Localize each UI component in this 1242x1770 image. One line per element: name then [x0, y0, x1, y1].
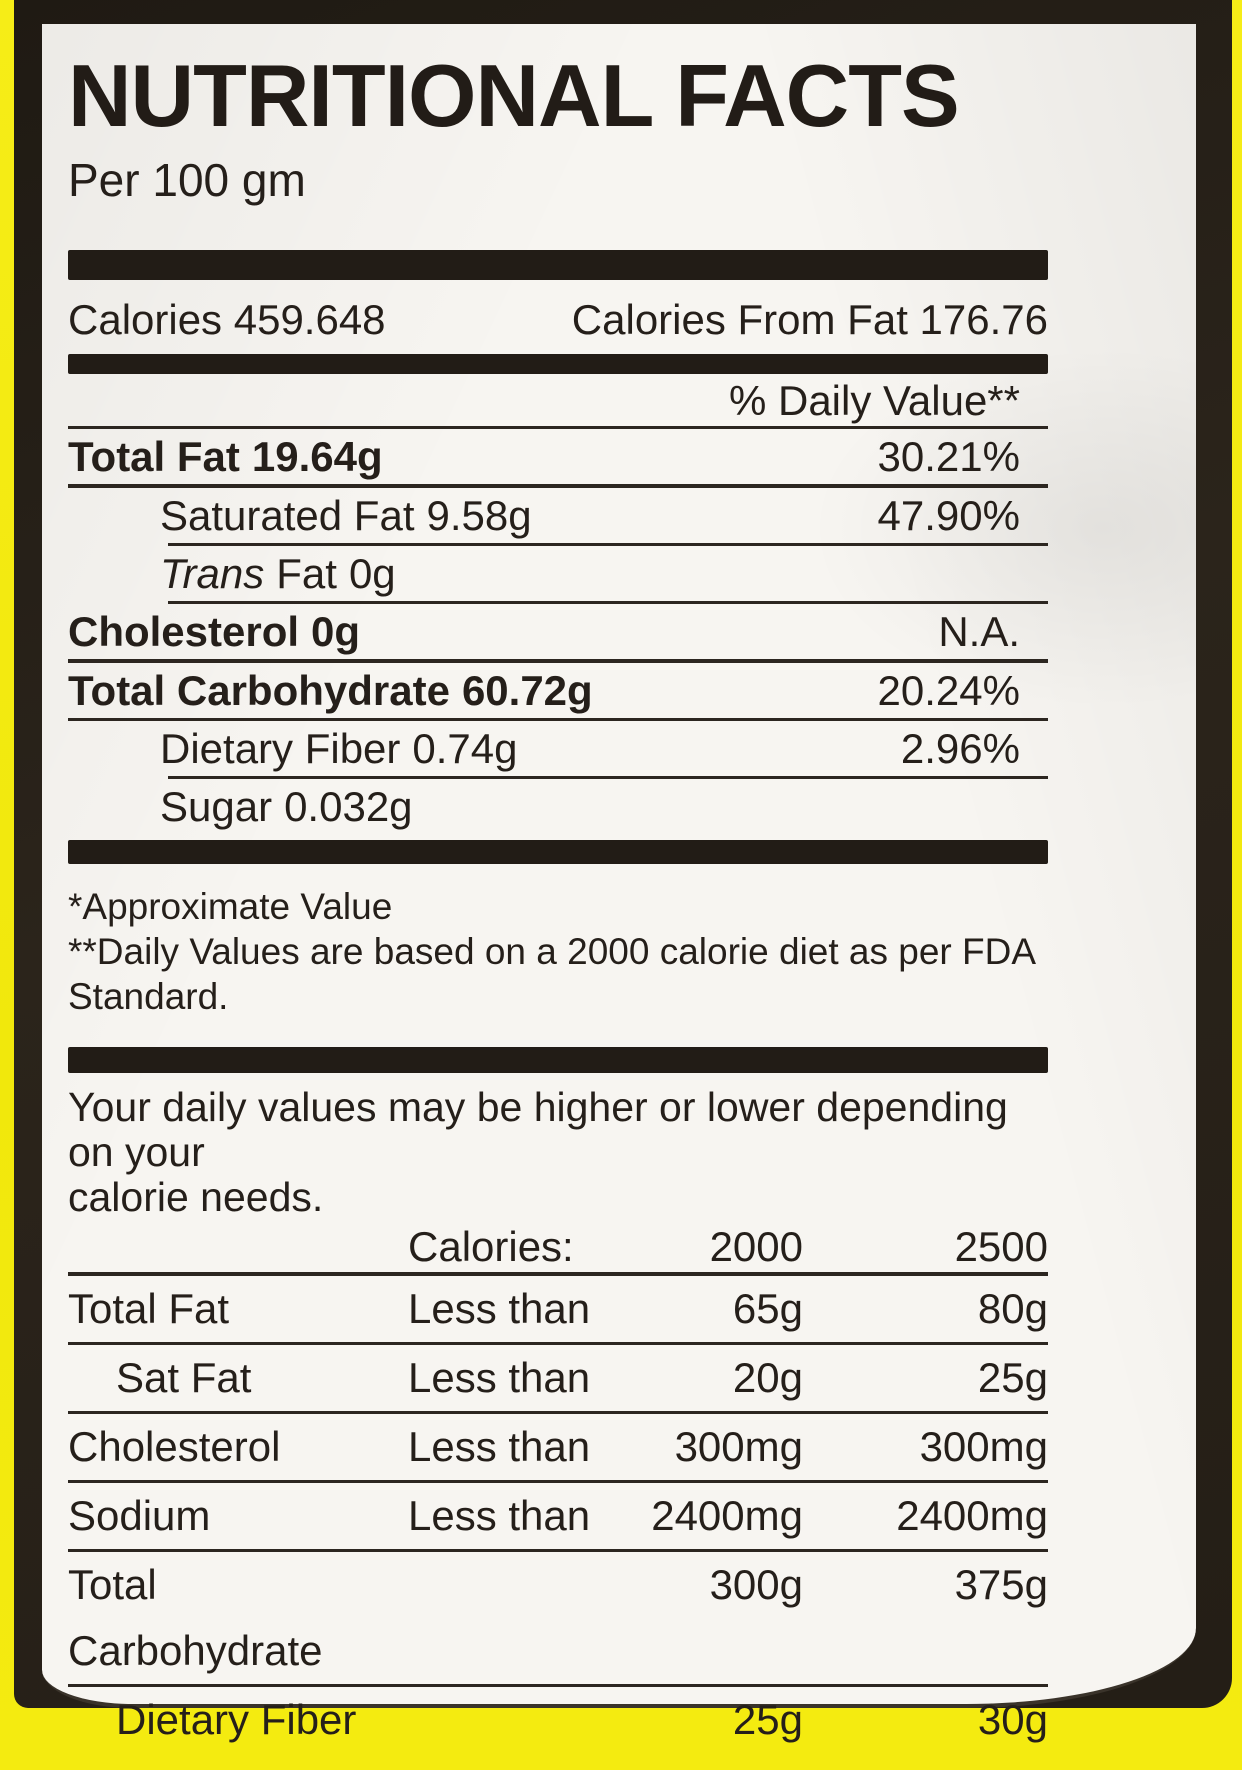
footnote-approximate: *Approximate Value: [68, 885, 393, 927]
reference-value-2000: 25g: [732, 1695, 803, 1743]
nutrient-percent: 2.96%: [900, 724, 1020, 772]
reference-qualifier: Less than: [408, 1353, 591, 1401]
separator: [168, 600, 1048, 604]
reference-item: Sodium: [68, 1491, 211, 1539]
reference-value-2500: 80g: [977, 1284, 1048, 1332]
reference-qualifier: Less than: [408, 1422, 591, 1470]
reference-qualifier: Less than: [408, 1284, 591, 1332]
nutrient-row-sugar: Sugar 0.032g: [68, 779, 1048, 834]
nutrient-label: Total Fat 19.64g: [68, 432, 383, 480]
nutrient-label: Total Carbohydrate 60.72g: [68, 666, 593, 714]
reference-header-row: Calories: 2000 2500: [68, 1222, 1048, 1272]
nutrient-percent: N.A.: [938, 607, 1020, 655]
reference-row-sodium: Sodium Less than 2400mg 2400mg: [68, 1483, 1048, 1549]
reference-value-2000: 300mg: [674, 1422, 803, 1470]
reference-header-2500: 2500: [954, 1222, 1048, 1270]
separator: [68, 483, 1048, 488]
reference-value-2000: 65g: [732, 1284, 803, 1332]
separator: [68, 1548, 1048, 1552]
reference-header-spacer: [68, 1222, 408, 1272]
daily-note-line1: Your daily values may be higher or lower…: [68, 1083, 1008, 1175]
separator: [68, 717, 1048, 721]
separator: [168, 542, 1048, 546]
separator: [168, 775, 1048, 779]
reference-value-2500: 375g: [954, 1560, 1048, 1608]
calories-row: Calories 459.648 Calories From Fat 176.7…: [68, 294, 1048, 346]
reference-item: Cholesterol: [68, 1422, 281, 1470]
separator: [68, 1479, 1048, 1483]
reference-value-2000: 2400mg: [651, 1491, 803, 1539]
reference-row-total-carbohydrate: Total Carbohydrate 300g 375g: [68, 1552, 1048, 1684]
reference-row-cholesterol: Cholesterol Less than 300mg 300mg: [68, 1414, 1048, 1480]
nutrient-label: Dietary Fiber 0.74g: [160, 724, 518, 772]
reference-qualifier: [408, 1552, 648, 1684]
label-content: NUTRITIONAL FACTS Per 100 gm Calories 45…: [42, 24, 1196, 1753]
reference-row-sat-fat: Sat Fat Less than 20g 25g: [68, 1345, 1048, 1411]
daily-note-line2: calorie needs.: [68, 1173, 324, 1220]
divider-under-calories: [68, 353, 1048, 374]
nutrient-row-total-fat: Total Fat 19.64g 30.21%: [68, 429, 1048, 484]
nutrient-label: Sugar 0.032g: [160, 782, 413, 830]
thick-divider-mid: [68, 839, 1048, 864]
reference-value-2500: 25g: [977, 1353, 1048, 1401]
reference-value-2500: 2400mg: [896, 1491, 1048, 1539]
reference-header-2000: 2000: [709, 1222, 803, 1270]
reference-value-2500: 30g: [977, 1695, 1048, 1743]
separator: [68, 1271, 1048, 1276]
reference-item: Sat Fat: [116, 1353, 252, 1401]
nutrient-row-total-carbohydrate: Total Carbohydrate 60.72g 20.24%: [68, 663, 1048, 718]
nutrient-row-trans-fat: Trans Fat 0g: [68, 546, 1048, 601]
nutrient-label: Saturated Fat 9.58g: [160, 491, 532, 539]
nutrient-label: Trans Fat 0g: [160, 549, 396, 597]
reference-item: Dietary Fiber: [116, 1695, 357, 1743]
reference-table: Calories: 2000 2500 Total Fat Less than …: [68, 1222, 1048, 1753]
reference-item: Total Carbohydrate: [68, 1560, 323, 1674]
nutrient-percent: 47.90%: [877, 491, 1020, 539]
separator: [68, 1341, 1048, 1345]
nutrient-row-dietary-fiber: Dietary Fiber 0.74g 2.96%: [68, 721, 1048, 776]
separator: [68, 425, 1048, 429]
nutrient-row-saturated-fat: Saturated Fat 9.58g 47.90%: [68, 488, 1048, 543]
calories-text: Calories 459.648: [68, 295, 386, 343]
separator: [68, 1683, 1048, 1687]
separator: [68, 1410, 1048, 1414]
reference-item: Total Fat: [68, 1284, 230, 1332]
nutrient-row-cholesterol: Cholesterol 0g N.A.: [68, 604, 1048, 659]
nutrition-label: NUTRITIONAL FACTS Per 100 gm Calories 45…: [42, 24, 1196, 1743]
reference-value-2500: 300mg: [919, 1422, 1048, 1470]
reference-value-2000: 20g: [732, 1353, 803, 1401]
nutrient-label: Cholesterol 0g: [68, 607, 361, 655]
thick-divider-lower: [68, 1046, 1048, 1073]
daily-value-header: % Daily Value**: [728, 376, 1020, 424]
serving-size: Per 100 gm: [68, 153, 306, 206]
label-title: NUTRITIONAL FACTS: [68, 46, 960, 145]
nutrient-percent: 20.24%: [877, 666, 1020, 714]
thick-divider-top: [68, 249, 1048, 280]
separator: [68, 658, 1048, 663]
reference-header-calories: Calories:: [408, 1222, 574, 1270]
reference-value-2000: 300g: [709, 1560, 803, 1608]
reference-row-dietary-fiber: Dietary Fiber 25g 30g: [68, 1687, 1048, 1753]
footnote-daily-values: **Daily Values are based on a 2000 calor…: [68, 930, 1034, 1017]
reference-qualifier: [408, 1687, 648, 1753]
reference-qualifier: Less than: [408, 1491, 591, 1539]
reference-row-total-fat: Total Fat Less than 65g 80g: [68, 1276, 1048, 1342]
nutrient-percent: 30.21%: [877, 432, 1020, 480]
calories-from-fat-text: Calories From Fat 176.76: [571, 295, 1048, 343]
